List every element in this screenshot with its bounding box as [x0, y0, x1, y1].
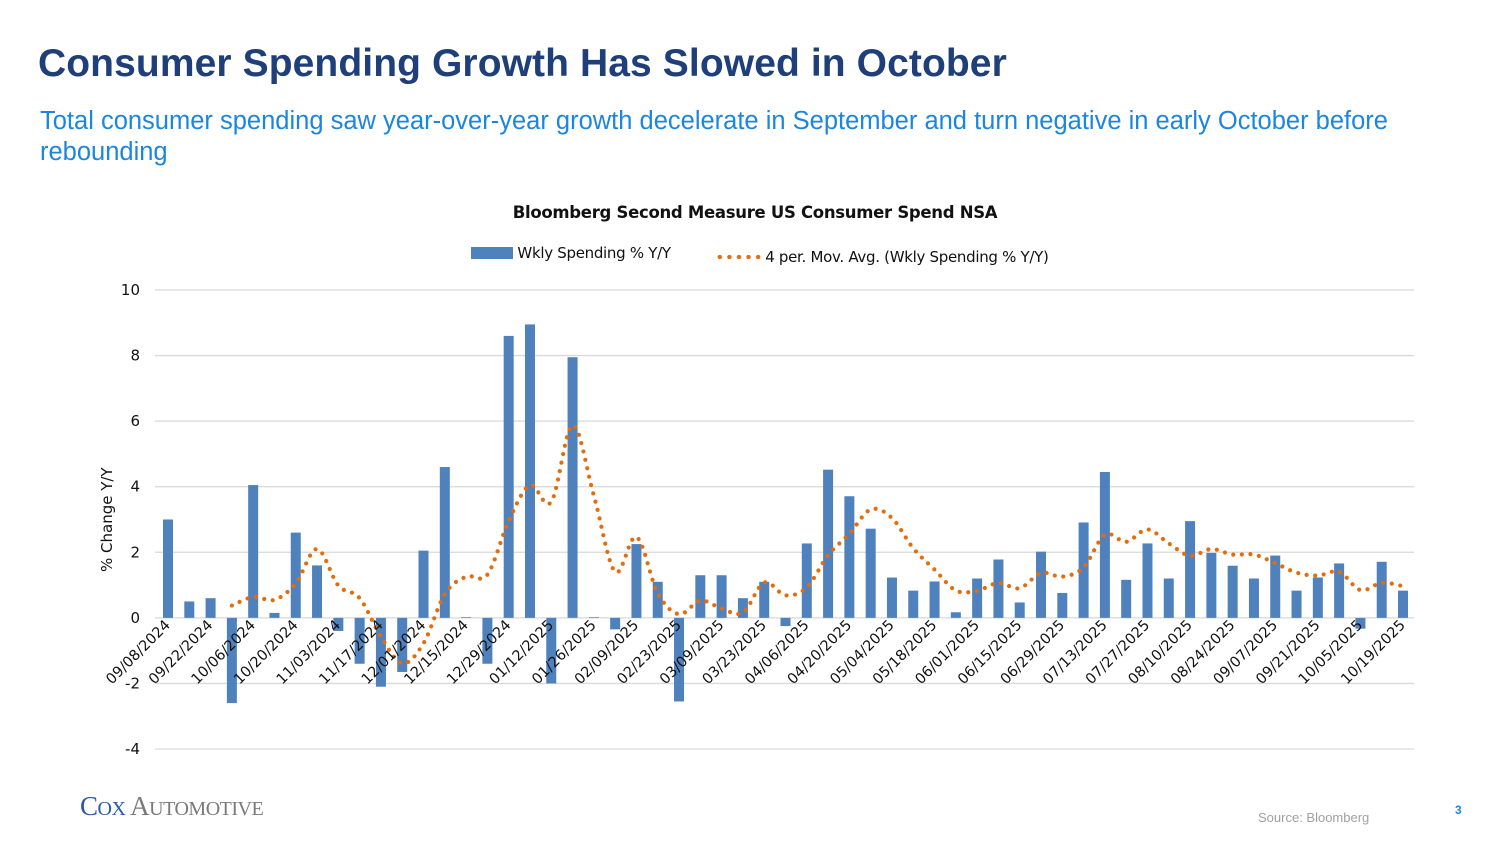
bar — [844, 496, 855, 618]
bar — [1036, 551, 1047, 618]
moving-average-line — [229, 423, 1406, 666]
bar — [163, 519, 173, 618]
bar — [1312, 577, 1323, 618]
bar — [205, 598, 216, 618]
bar — [567, 357, 578, 618]
bar — [1206, 552, 1217, 618]
bar — [1057, 592, 1068, 618]
y-tick-label: 10 — [121, 281, 140, 299]
bar — [972, 578, 983, 618]
bar — [1014, 602, 1025, 618]
bar — [631, 544, 642, 618]
y-tick-label: -2 — [125, 674, 140, 692]
bar — [674, 617, 685, 702]
bar — [184, 601, 195, 618]
bar-series — [163, 324, 1408, 704]
y-axis-label: % Change Y/Y — [98, 467, 116, 572]
slide-title: Consumer Spending Growth Has Slowed in O… — [38, 42, 1007, 85]
bar — [1248, 578, 1259, 618]
y-tick-label: -4 — [125, 740, 140, 758]
x-axis-ticks: 09/08/202409/22/202410/06/202410/20/2024… — [103, 617, 1408, 687]
bar — [716, 575, 727, 618]
bar — [482, 617, 493, 664]
bar — [1355, 617, 1366, 629]
legend-item-moving-average: 4 per. Mov. Avg. (Wkly Spending % Y/Y) — [715, 248, 1049, 266]
bar — [397, 617, 408, 672]
bar — [354, 617, 365, 664]
cox-automotive-logo: COX AUTOMOTIVE — [80, 791, 264, 821]
legend-dotted-line-swatch — [715, 255, 764, 259]
y-tick-label: 2 — [130, 543, 140, 561]
bar — [801, 543, 812, 618]
legend-label-bars: Wkly Spending % Y/Y — [517, 244, 671, 262]
bar — [1334, 563, 1345, 618]
bar — [312, 565, 323, 618]
bar — [248, 485, 259, 618]
chart-legend: Wkly Spending % Y/Y 4 per. Mov. Avg. (Wk… — [0, 244, 1500, 266]
bar — [908, 590, 919, 618]
y-tick-label: 6 — [130, 412, 140, 430]
bar — [269, 612, 280, 618]
bar — [1078, 522, 1089, 618]
bar — [993, 559, 1004, 618]
bar — [865, 528, 876, 618]
bar — [461, 617, 472, 618]
bar — [950, 612, 961, 618]
bar — [226, 617, 237, 704]
bar — [588, 617, 599, 618]
source-note: Source: Bloomberg — [1258, 810, 1370, 825]
bar — [780, 617, 791, 627]
bar — [1376, 561, 1387, 618]
bar — [695, 575, 706, 618]
bar — [1398, 590, 1408, 618]
page-number: 3 — [1455, 803, 1462, 817]
bar — [290, 532, 301, 618]
legend-bar-swatch — [471, 247, 514, 259]
bar — [1291, 590, 1302, 618]
bar — [418, 550, 429, 618]
bar — [652, 581, 663, 618]
y-tick-label: 8 — [130, 347, 140, 365]
bar — [1270, 555, 1281, 618]
legend-label-moving-average: 4 per. Mov. Avg. (Wkly Spending % Y/Y) — [765, 248, 1049, 266]
y-tick-label: 4 — [130, 478, 140, 496]
bar — [1227, 565, 1238, 618]
chart-title: Bloomberg Second Measure US Consumer Spe… — [512, 203, 998, 222]
bar — [610, 617, 621, 630]
bar — [1142, 543, 1153, 618]
bar — [375, 617, 386, 687]
grid-lines — [155, 289, 1414, 750]
bar — [1099, 471, 1110, 618]
bar — [1185, 521, 1196, 618]
y-axis-ticks: -4 -2 0 2 4 6 8 10 — [121, 281, 140, 758]
bar — [1163, 578, 1174, 618]
bar — [1121, 579, 1132, 618]
bar — [439, 467, 450, 618]
bar — [759, 581, 770, 618]
bar — [524, 324, 535, 618]
bar — [823, 469, 834, 618]
bar — [886, 577, 897, 618]
y-tick-label: 0 — [130, 609, 140, 627]
bar — [333, 617, 344, 631]
bar — [546, 617, 557, 684]
legend-item-bars: Wkly Spending % Y/Y — [471, 244, 671, 262]
moving-average-series — [229, 423, 1406, 666]
bar — [929, 581, 940, 618]
bar — [737, 598, 748, 618]
bar — [503, 335, 514, 618]
slide-subtitle: Total consumer spending saw year-over-ye… — [40, 107, 1388, 166]
